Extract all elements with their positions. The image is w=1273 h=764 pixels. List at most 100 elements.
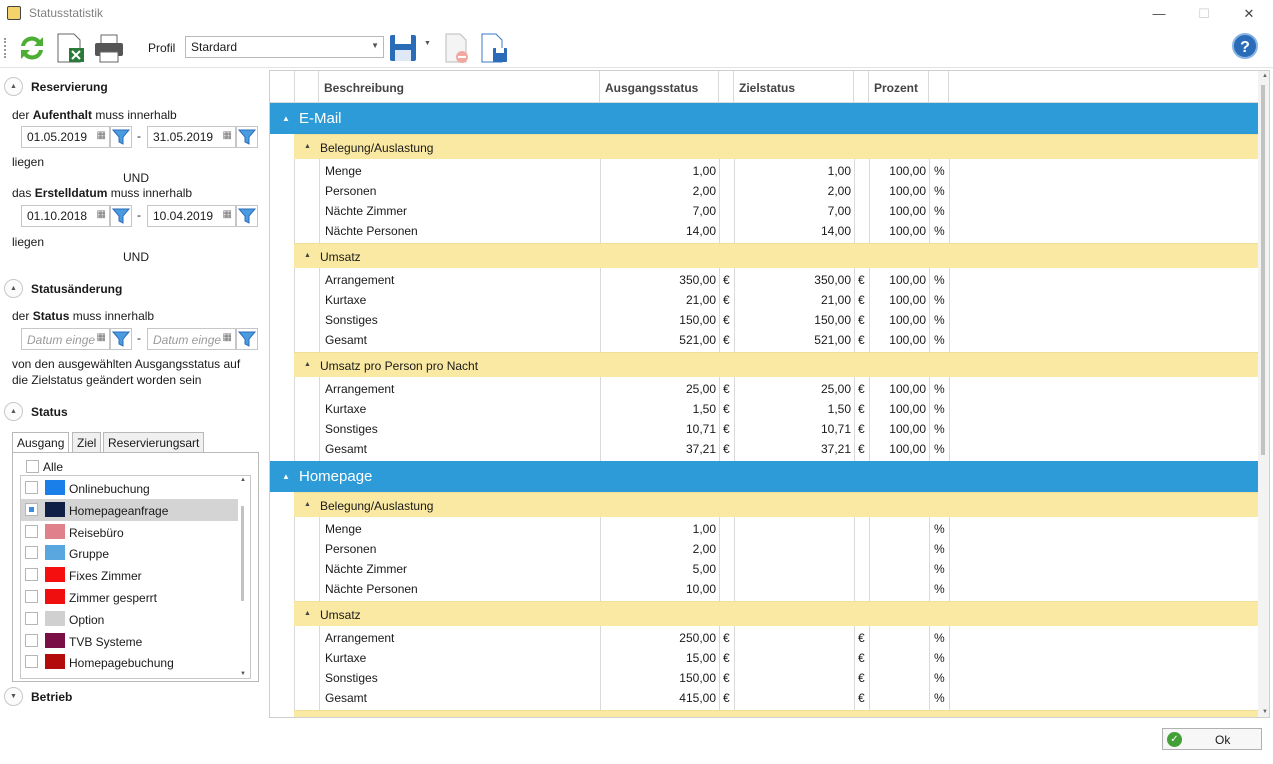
header-beschreibung[interactable]: Beschreibung — [319, 71, 600, 103]
status-checkbox[interactable] — [25, 633, 38, 647]
scroll-up-icon[interactable]: ▲ — [1262, 73, 1268, 79]
status-item[interactable]: TVB Systeme — [21, 630, 238, 652]
collapse-icon[interactable]: ▲ — [304, 361, 311, 368]
date-value: 01.05.2019 — [27, 130, 88, 144]
filter-icon[interactable] — [236, 205, 258, 227]
value-cell: % — [934, 651, 945, 665]
collapse-icon[interactable]: ▲ — [4, 77, 23, 96]
collapse-icon[interactable]: ▲ — [304, 143, 311, 150]
excel-export-icon[interactable] — [55, 32, 87, 67]
status-item[interactable]: Zimmer gesperrt — [21, 586, 238, 608]
status-checkbox[interactable] — [25, 481, 38, 494]
tab-ziel[interactable]: Ziel — [72, 432, 102, 453]
status-item[interactable]: Reisebüro — [21, 521, 238, 543]
subgroup-header-row[interactable]: ▲ Belegung/Auslastung — [294, 134, 1260, 159]
grid-scrollbar[interactable]: ▲ ▼ — [1258, 71, 1269, 717]
scrollbar-thumb[interactable] — [1261, 85, 1265, 455]
collapse-icon[interactable]: ▲ — [304, 501, 311, 508]
und-text: UND — [123, 250, 149, 264]
ok-button[interactable]: ✓ Ok — [1162, 728, 1262, 750]
help-icon[interactable]: ? — [1231, 32, 1259, 63]
status-checkbox[interactable] — [25, 655, 38, 669]
status-checkbox[interactable] — [25, 502, 38, 516]
close-button[interactable]: ✕ — [1243, 6, 1255, 21]
save-dropdown-icon[interactable]: ▼ — [424, 40, 431, 47]
status-checkbox[interactable] — [25, 611, 38, 625]
tab-reservierungsart[interactable]: Reservierungsart — [103, 432, 205, 453]
collapse-icon[interactable]: ▲ — [304, 252, 311, 259]
erstelldatum-to-field[interactable]: 10.04.2019 ▦ — [147, 205, 236, 227]
collapse-icon[interactable]: ▲ — [304, 610, 311, 617]
profile-label: Profil — [148, 41, 176, 55]
save-as-icon[interactable] — [478, 32, 510, 67]
toolbar-grip[interactable] — [4, 38, 7, 58]
scroll-down-icon[interactable]: ▼ — [240, 671, 246, 677]
subgroup-header-row[interactable]: ▲Umsatz pro Person pro Nacht — [294, 710, 1260, 717]
status-checkbox[interactable] — [25, 546, 38, 560]
minimize-button[interactable]: — — [1152, 6, 1166, 21]
select-all-checkbox[interactable] — [26, 460, 39, 473]
calendar-icon[interactable]: ▦ — [222, 130, 232, 141]
value-cell: 521,00 — [814, 333, 851, 347]
status-item[interactable]: Gruppe — [21, 542, 238, 564]
group-header-row[interactable]: ▲ Homepage — [270, 461, 1260, 492]
filter-icon[interactable] — [236, 126, 258, 148]
erstelldatum-from-field[interactable]: 01.10.2018 ▦ — [21, 205, 110, 227]
scroll-down-icon[interactable]: ▼ — [1262, 709, 1268, 715]
collapse-icon[interactable]: ▲ — [282, 472, 290, 481]
scroll-up-icon[interactable]: ▲ — [240, 477, 246, 483]
calendar-icon[interactable]: ▦ — [96, 209, 106, 220]
header-prozent[interactable]: Prozent — [869, 71, 929, 103]
subgroup-header-row[interactable]: ▲ Umsatz — [294, 601, 1260, 626]
calendar-icon[interactable]: ▦ — [222, 209, 232, 220]
subgroup-header-row[interactable]: ▲ Umsatz — [294, 243, 1260, 268]
group-header-row[interactable]: ▲ E-Mail — [270, 103, 1260, 134]
header-ausgangsstatus[interactable]: Ausgangsstatus — [600, 71, 719, 103]
filter-icon[interactable] — [236, 328, 258, 350]
profile-select[interactable]: Stardard ▼ — [185, 36, 384, 58]
check-icon: ✓ — [1167, 732, 1182, 747]
calendar-icon[interactable]: ▦ — [96, 332, 106, 343]
range-dash: - — [137, 129, 141, 143]
filter-icon[interactable] — [110, 328, 132, 350]
subgroup-header-row[interactable]: ▲ Belegung/Auslastung — [294, 492, 1260, 517]
value-cell: 100,00 — [889, 313, 926, 327]
tab-ausgang[interactable]: Ausgang — [12, 432, 70, 454]
header-zielstatus[interactable]: Zielstatus — [734, 71, 854, 103]
filter-icon[interactable] — [110, 205, 132, 227]
chevron-down-icon: ▼ — [371, 41, 379, 50]
expand-icon[interactable]: ▼ — [4, 687, 23, 706]
refresh-icon[interactable] — [16, 32, 48, 67]
delete-profile-icon[interactable] — [441, 32, 473, 67]
row-label: Gesamt — [325, 333, 368, 347]
collapse-icon[interactable]: ▲ — [282, 114, 290, 123]
column-divider — [949, 626, 950, 710]
status-checkbox[interactable] — [25, 590, 38, 603]
collapse-icon[interactable]: ▲ — [4, 402, 23, 421]
status-from-field[interactable]: Datum einge ▦ — [21, 328, 110, 350]
aufenthalt-from-field[interactable]: 01.05.2019 ▦ — [21, 126, 110, 148]
filter-icon[interactable] — [110, 126, 132, 148]
column-divider — [929, 377, 930, 461]
maximize-button[interactable]: ☐ — [1198, 6, 1210, 21]
status-item[interactable]: Homepagebuchung — [21, 651, 238, 673]
status-item[interactable]: Onlinebuchung — [21, 477, 238, 499]
save-icon[interactable] — [389, 32, 419, 67]
status-checkbox[interactable] — [25, 524, 38, 538]
print-icon[interactable] — [93, 32, 125, 67]
column-divider — [294, 377, 295, 461]
status-checkbox[interactable] — [25, 568, 38, 582]
status-item[interactable]: Homepageanfrage — [21, 498, 238, 521]
status-to-field[interactable]: Datum einge ▦ — [147, 328, 236, 350]
status-list-scrollbar[interactable]: ▲ ▼ — [238, 476, 248, 678]
status-item[interactable]: Option — [21, 608, 238, 630]
collapse-icon[interactable]: ▲ — [4, 279, 23, 298]
calendar-icon[interactable]: ▦ — [96, 130, 106, 141]
status-item[interactable]: Fixes Zimmer — [21, 564, 238, 586]
subgroup-header-row[interactable]: ▲Umsatz pro Person pro Nacht — [294, 352, 1260, 377]
aufenthalt-to-field[interactable]: 31.05.2019 ▦ — [147, 126, 236, 148]
scrollbar-thumb[interactable] — [241, 506, 244, 601]
calendar-icon[interactable]: ▦ — [222, 332, 232, 343]
value-cell — [734, 651, 851, 671]
column-divider — [734, 377, 735, 461]
